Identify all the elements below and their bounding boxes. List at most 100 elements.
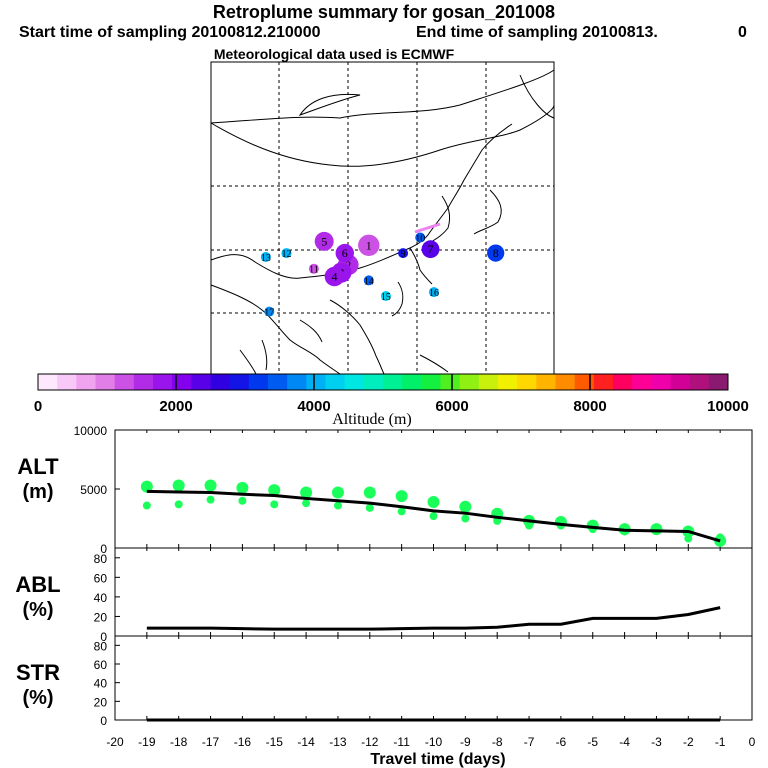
map-point-label: 6 (342, 246, 348, 260)
map-points: 1234567891011121314151617 (260, 231, 505, 319)
x-tick-label: -17 (202, 735, 220, 749)
alt-marker (459, 500, 472, 513)
x-axis-label: Travel time (days) (370, 751, 505, 768)
map-point (428, 287, 439, 298)
end-time-value: 0 (738, 24, 747, 41)
map-point-label: 1 (366, 238, 372, 252)
colorbar-segment (459, 374, 480, 390)
map-point-label: 5 (321, 234, 327, 248)
x-tick-label: -14 (297, 735, 315, 749)
map-point-label: 8 (493, 246, 499, 260)
map-point (363, 275, 374, 286)
alt-marker (300, 486, 313, 499)
panel-yunit: (%) (22, 599, 53, 621)
colorbar-segment (57, 374, 77, 390)
y-tick-label: 0 (100, 714, 107, 728)
colorbar-segment (478, 374, 499, 390)
map-point-label: 9 (401, 249, 406, 260)
panel-yunit: (m) (22, 481, 53, 503)
colorbar-segment (325, 374, 346, 390)
x-tick-label: -10 (425, 735, 443, 749)
panel-yunit: (%) (22, 687, 53, 709)
colorbar-segment (517, 374, 537, 390)
colorbar-label: Altitude (m) (332, 411, 412, 428)
alt-marker (684, 534, 693, 543)
colorbar-segment (536, 374, 556, 390)
x-tick-label: -12 (361, 735, 379, 749)
y-tick-label: 20 (94, 610, 108, 624)
colorbar-segment (651, 374, 671, 390)
colorbar-segment (95, 374, 116, 390)
map-point (264, 306, 275, 317)
colorbar-segment (555, 374, 576, 390)
x-tick-label: -5 (587, 735, 598, 749)
colorbar-segment (344, 374, 365, 390)
map-point-label: 11 (309, 265, 319, 276)
x-tick-label: -15 (266, 735, 284, 749)
panel-ylabel: ALT (17, 454, 59, 479)
time-series-panels: ALT(m)0500010000ABL(%)020406080STR(%)020… (15, 424, 755, 768)
colorbar-segment (114, 374, 135, 390)
alt-marker (206, 495, 215, 504)
colorbar-tick-label: 0 (34, 398, 42, 415)
alt-marker (331, 486, 344, 499)
map-point-label: 10 (415, 234, 425, 245)
colorbar-segment (248, 374, 269, 390)
x-tick-label: -9 (460, 735, 471, 749)
colorbar-segment (383, 374, 403, 390)
alt-marker (429, 512, 438, 521)
x-tick-label: -7 (524, 735, 535, 749)
alt-marker (174, 500, 183, 509)
plume-trail (414, 222, 441, 234)
alt-marker (365, 503, 374, 512)
colorbar-segment (306, 374, 326, 390)
map-point (487, 244, 505, 262)
colorbar-segment (440, 374, 461, 390)
alt-marker (461, 514, 470, 523)
start-time-label: Start time of sampling 20100812.210000 (19, 24, 321, 41)
chart-title: Retroplume summary for gosan_201008 (212, 2, 556, 22)
colorbar-segment (287, 374, 307, 390)
met-data-label: Meteorological data used is ECMWF (213, 46, 455, 62)
colorbar-segment (708, 374, 729, 390)
x-tick-label: -19 (138, 735, 156, 749)
x-tick-label: -13 (329, 735, 347, 749)
colorbar-segment (133, 374, 154, 390)
map-point (335, 243, 354, 263)
map-point-label: 15 (381, 292, 391, 303)
alt-marker (302, 499, 311, 508)
alt-marker (268, 484, 281, 497)
alt-marker (142, 501, 151, 510)
colorbar-segment (613, 374, 633, 390)
x-tick-label: -18 (170, 735, 188, 749)
alt-marker (395, 490, 408, 503)
colorbar-segment (76, 374, 96, 390)
map-point-label: 17 (264, 308, 274, 319)
map-point (380, 291, 391, 301)
colorbar-tick-label: 2000 (159, 398, 192, 415)
colorbar-segment (421, 374, 441, 390)
y-tick-label: 20 (94, 695, 108, 709)
map-point-label: 2 (345, 258, 351, 272)
colorbar-tick-label: 6000 (435, 398, 468, 415)
y-tick-label: 40 (94, 591, 108, 605)
colorbar-segment (38, 374, 58, 390)
colorbar-tick-label: 8000 (573, 398, 606, 415)
alt-marker (397, 507, 406, 516)
colorbar-segment (574, 374, 595, 390)
x-tick-label: -11 (393, 735, 410, 749)
map-point (415, 232, 426, 243)
colorbar-segment (210, 374, 231, 390)
y-tick-label: 10000 (74, 424, 108, 438)
y-tick-label: 5000 (80, 483, 107, 497)
map-panel: 1234567891011121314151617 (210, 61, 555, 375)
map-point (324, 266, 345, 287)
y-tick-label: 60 (94, 658, 108, 672)
colorbar-segment (229, 374, 250, 390)
alt-marker (140, 480, 153, 493)
end-time-label: End time of sampling 20100813. (416, 24, 658, 41)
y-tick-label: 40 (94, 677, 108, 691)
colorbar-tick-label: 4000 (297, 398, 330, 415)
y-tick-label: 80 (94, 639, 108, 653)
panel-ylabel: STR (16, 660, 60, 685)
